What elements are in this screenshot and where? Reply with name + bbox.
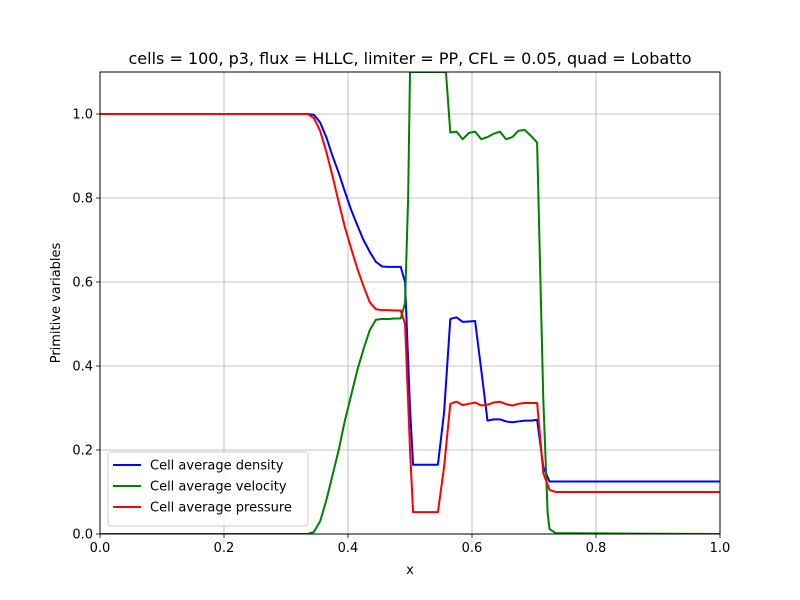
x-axis-label: x (406, 563, 414, 578)
legend-label-cell-average-velocity: Cell average velocity (150, 480, 287, 495)
x-tick-label: 0.2 (214, 541, 235, 556)
y-axis-ticks: 0.0 0.2 0.4 0.6 0.8 1.0 (72, 108, 100, 543)
y-tick-label: 0.8 (72, 192, 93, 207)
chart-title: cells = 100, p3, flux = HLLC, limiter = … (128, 49, 691, 68)
x-tick-label: 0.4 (338, 541, 359, 556)
y-tick-label: 1.0 (72, 108, 93, 123)
series-line-cell-average-density (100, 113, 720, 483)
y-tick-label: 0.2 (72, 444, 93, 459)
y-axis-label: Primitive variables (49, 242, 64, 363)
legend: Cell average density Cell average velocit… (107, 451, 309, 527)
x-tick-label: 0.0 (90, 541, 111, 556)
series-line-cell-average-velocity (100, 72, 720, 534)
y-tick-label: 0.4 (72, 360, 93, 375)
grid (99, 72, 721, 535)
x-tick-label: 1.0 (710, 541, 731, 556)
legend-label-cell-average-pressure: Cell average pressure (150, 501, 292, 516)
series-lines (100, 72, 720, 534)
legend-label-cell-average-density: Cell average density (150, 459, 284, 474)
x-tick-label: 0.6 (462, 541, 483, 556)
y-tick-label: 0.0 (72, 528, 93, 543)
legend-box (107, 451, 309, 527)
series-line-cell-average-pressure (100, 113, 720, 514)
y-tick-label: 0.6 (72, 276, 93, 291)
x-axis-ticks: 0.0 0.2 0.4 0.6 0.8 1.0 (90, 534, 731, 556)
x-tick-label: 0.8 (586, 541, 607, 556)
axes-frame (99, 71, 721, 535)
